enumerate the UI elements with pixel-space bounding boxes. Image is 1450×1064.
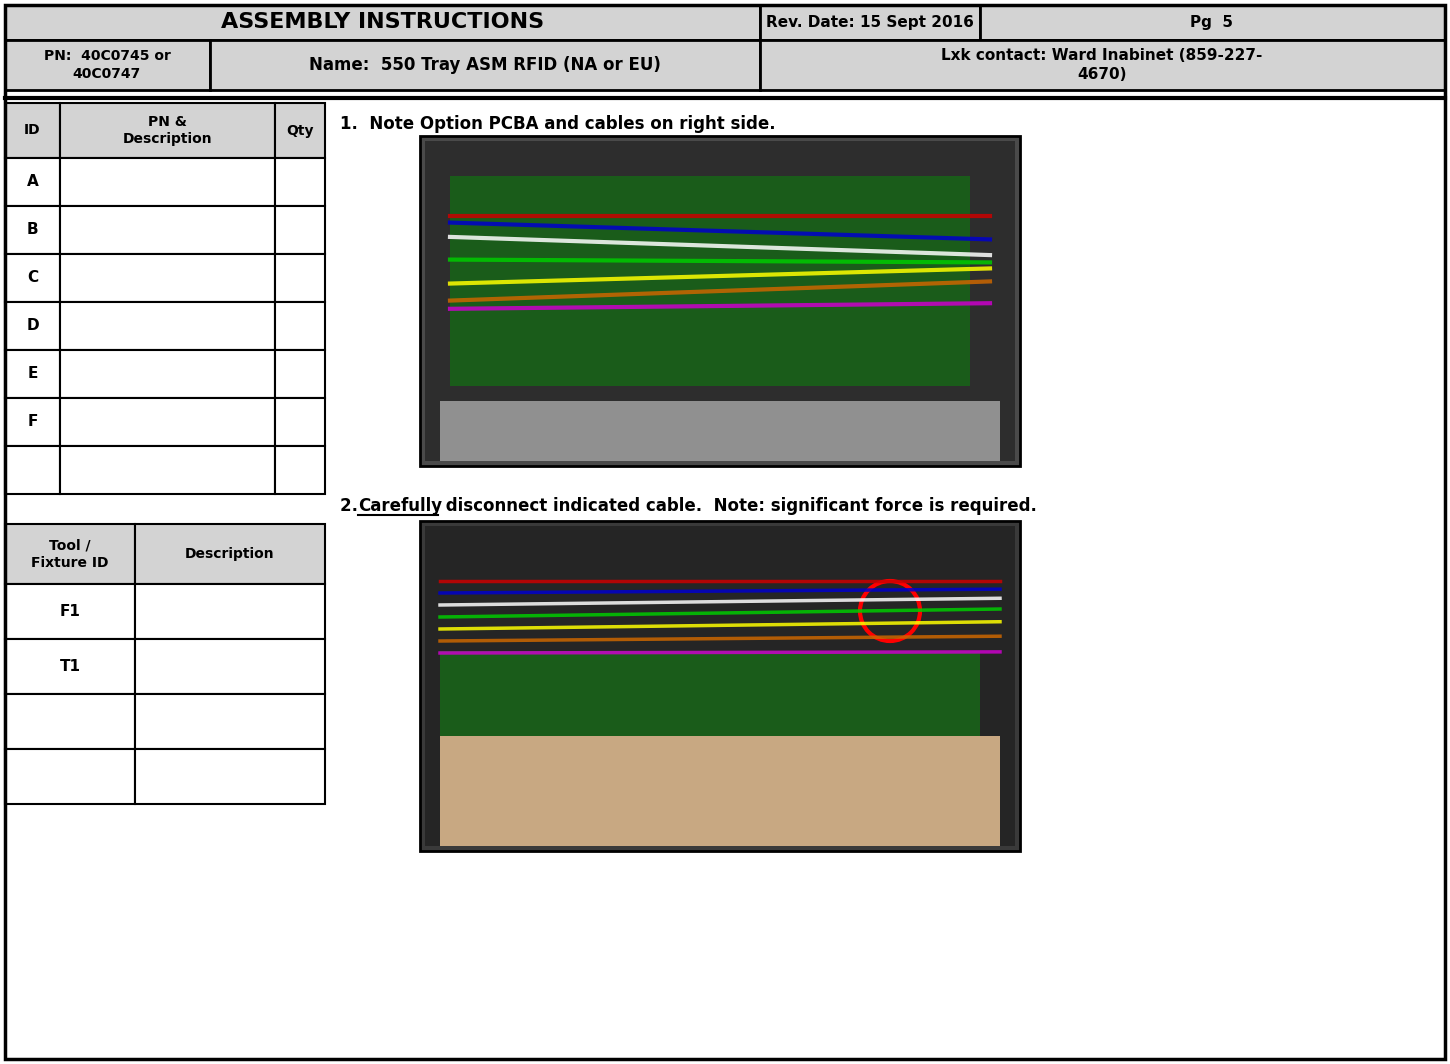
Text: PN:  40C0745 or
40C0747: PN: 40C0745 or 40C0747 [44, 49, 171, 81]
FancyBboxPatch shape [4, 584, 135, 639]
FancyBboxPatch shape [425, 142, 1015, 461]
FancyBboxPatch shape [276, 254, 325, 302]
Text: Tool /
Fixture ID: Tool / Fixture ID [32, 538, 109, 569]
FancyBboxPatch shape [420, 136, 1019, 466]
FancyBboxPatch shape [439, 736, 1000, 846]
FancyBboxPatch shape [4, 398, 59, 446]
Text: T1: T1 [59, 659, 81, 674]
Text: Lxk contact: Ward Inabinet (859-227-
4670): Lxk contact: Ward Inabinet (859-227- 467… [941, 48, 1263, 82]
FancyBboxPatch shape [135, 639, 325, 694]
FancyBboxPatch shape [59, 254, 276, 302]
Text: Description: Description [186, 547, 276, 561]
FancyBboxPatch shape [4, 446, 59, 494]
Text: Rev. Date: 15 Sept 2016: Rev. Date: 15 Sept 2016 [766, 15, 974, 30]
FancyBboxPatch shape [439, 651, 980, 801]
FancyBboxPatch shape [4, 157, 59, 206]
FancyBboxPatch shape [135, 523, 325, 584]
Text: Pg  5: Pg 5 [1190, 15, 1234, 30]
FancyBboxPatch shape [4, 523, 135, 584]
Text: F: F [28, 415, 38, 430]
FancyBboxPatch shape [450, 176, 970, 386]
FancyBboxPatch shape [135, 584, 325, 639]
FancyBboxPatch shape [210, 40, 760, 90]
FancyBboxPatch shape [276, 206, 325, 254]
FancyBboxPatch shape [59, 398, 276, 446]
Text: B: B [26, 222, 38, 237]
Text: ASSEMBLY INSTRUCTIONS: ASSEMBLY INSTRUCTIONS [220, 13, 544, 33]
FancyBboxPatch shape [276, 398, 325, 446]
FancyBboxPatch shape [4, 749, 135, 804]
FancyBboxPatch shape [276, 350, 325, 398]
FancyBboxPatch shape [4, 103, 59, 157]
FancyBboxPatch shape [4, 254, 59, 302]
FancyBboxPatch shape [420, 521, 1019, 851]
Text: Carefully: Carefully [358, 497, 442, 515]
Text: F1: F1 [59, 604, 80, 619]
FancyBboxPatch shape [276, 446, 325, 494]
FancyBboxPatch shape [760, 5, 980, 40]
FancyBboxPatch shape [59, 446, 276, 494]
Text: A: A [26, 174, 38, 189]
FancyBboxPatch shape [59, 206, 276, 254]
FancyBboxPatch shape [760, 40, 1446, 90]
FancyBboxPatch shape [276, 103, 325, 157]
FancyBboxPatch shape [276, 302, 325, 350]
FancyBboxPatch shape [980, 5, 1446, 40]
FancyBboxPatch shape [4, 350, 59, 398]
FancyBboxPatch shape [59, 157, 276, 206]
FancyBboxPatch shape [135, 749, 325, 804]
FancyBboxPatch shape [59, 302, 276, 350]
FancyBboxPatch shape [135, 694, 325, 749]
FancyBboxPatch shape [4, 206, 59, 254]
Text: Name:  550 Tray ASM RFID (NA or EU): Name: 550 Tray ASM RFID (NA or EU) [309, 56, 661, 74]
Text: E: E [28, 366, 38, 382]
Text: 2.: 2. [339, 497, 364, 515]
FancyBboxPatch shape [4, 694, 135, 749]
FancyBboxPatch shape [4, 302, 59, 350]
FancyBboxPatch shape [425, 526, 1015, 846]
Text: Qty: Qty [286, 123, 313, 137]
Text: disconnect indicated cable.  Note: significant force is required.: disconnect indicated cable. Note: signif… [439, 497, 1037, 515]
FancyBboxPatch shape [59, 350, 276, 398]
Text: D: D [26, 318, 39, 333]
FancyBboxPatch shape [4, 40, 210, 90]
FancyBboxPatch shape [276, 157, 325, 206]
FancyBboxPatch shape [4, 5, 760, 40]
Text: 1.  Note Option PCBA and cables on right side.: 1. Note Option PCBA and cables on right … [339, 115, 776, 133]
Text: PN &
Description: PN & Description [123, 115, 212, 146]
FancyBboxPatch shape [439, 401, 1000, 461]
Text: ID: ID [25, 123, 41, 137]
FancyBboxPatch shape [59, 103, 276, 157]
FancyBboxPatch shape [4, 639, 135, 694]
Text: C: C [28, 270, 38, 285]
